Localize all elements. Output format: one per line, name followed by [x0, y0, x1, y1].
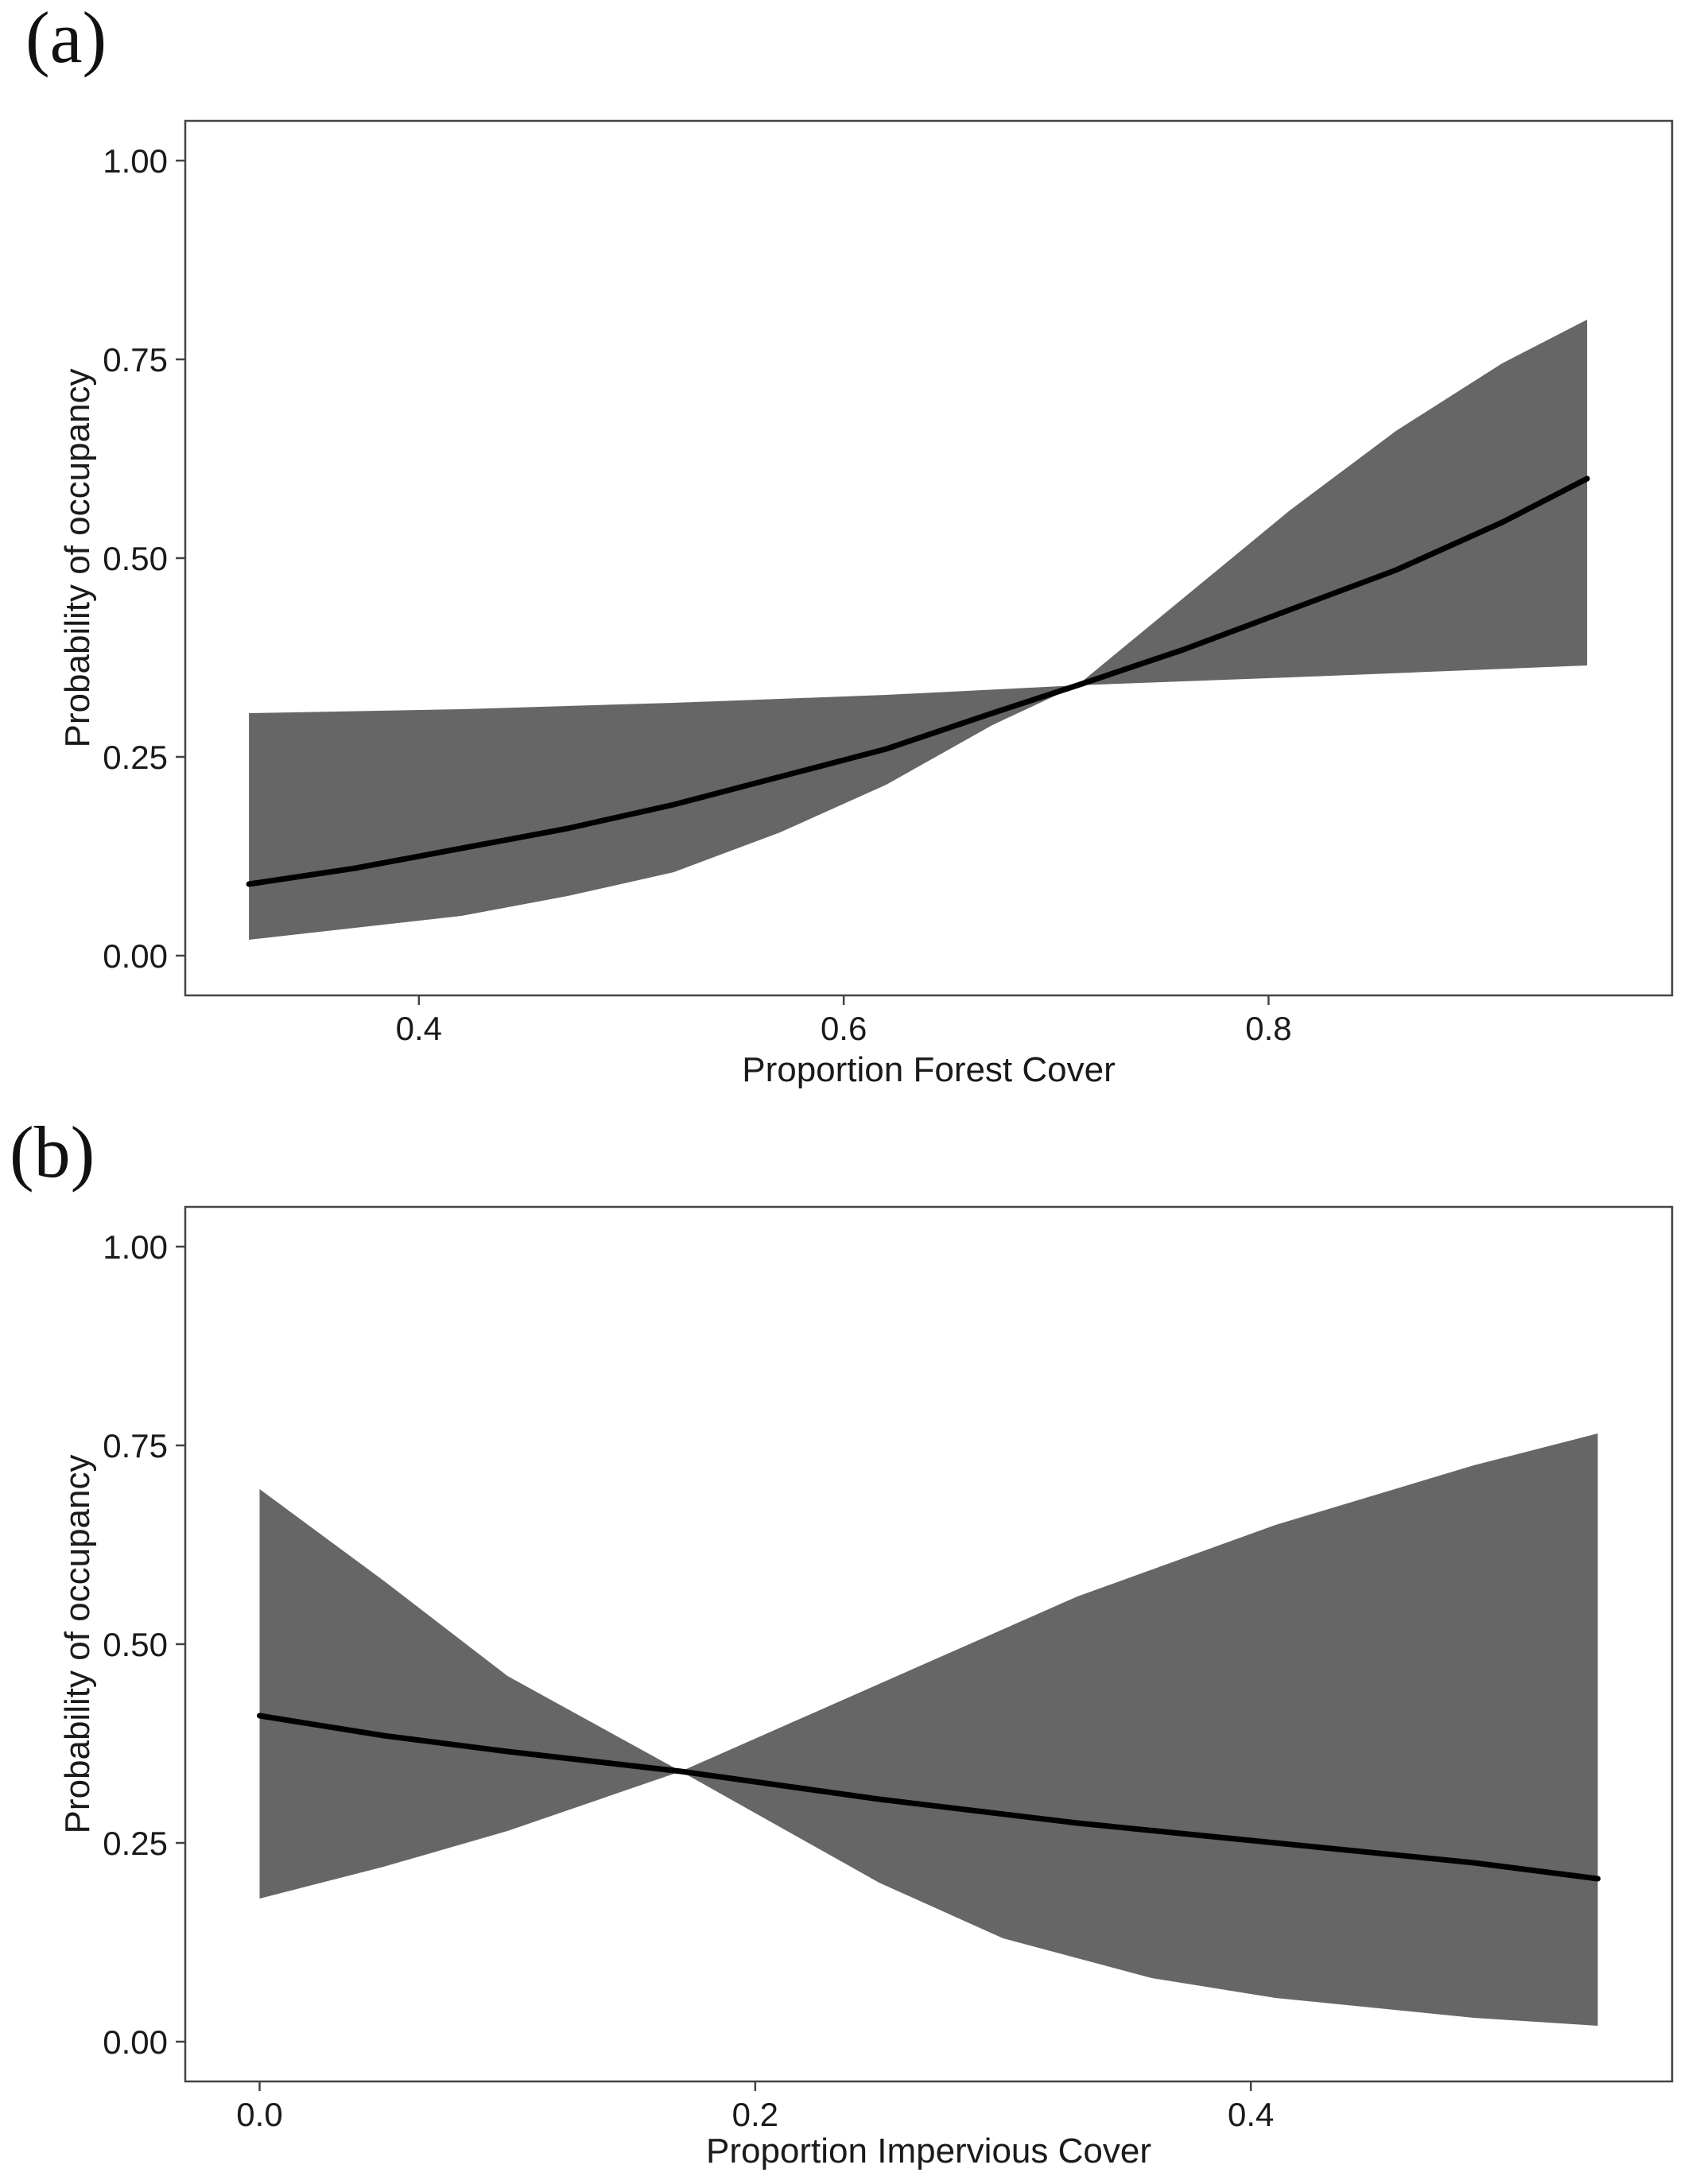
panel-a-fit-line	[246, 475, 1590, 887]
panel-b-x-tick-label: 0.4	[1228, 2096, 1274, 2133]
panel-a-x-tick-label: 0.8	[1245, 1010, 1291, 1047]
panel-a-fit-line-layer	[246, 475, 1590, 887]
panel-b-y-tick-label: 1.00	[103, 1228, 168, 1266]
panel-a-label: (a)	[25, 0, 107, 78]
panel-b-x-tick-label: 0.2	[732, 2096, 778, 2133]
panel-b: (b) 0.0 0.2 0.4 0.00 0.25 0.50 0.75 1.00 Propo…	[10, 1111, 1674, 2170]
panel-a-x-tick-label: 0.4	[396, 1010, 442, 1047]
panel-a-y-axis: 0.00 0.25 0.50 0.75 1.00	[103, 142, 185, 975]
panel-b-y-tick-label: 0.25	[103, 1825, 168, 1862]
panel-b-x-tick-label: 0.0	[236, 2096, 282, 2133]
panel-b-label: (b)	[10, 1111, 95, 1193]
panel-b-fit-line-layer	[257, 1713, 1601, 1882]
panel-a: (a) 0.4 0.6 0.8 0.00 0.25 0.50 0.75 1.00 Propo…	[25, 0, 1674, 1089]
panel-b-y-tick-label: 0.00	[103, 2023, 168, 2061]
panel-a-y-tick-label: 0.00	[103, 937, 168, 975]
panel-a-y-tick-label: 1.00	[103, 142, 168, 180]
panel-a-y-tick-label: 0.50	[103, 540, 168, 577]
panel-b-x-axis: 0.0 0.2 0.4	[236, 2081, 1274, 2133]
panel-a-x-axis-title: Proportion Forest Cover	[742, 1050, 1116, 1089]
panel-b-fit-line	[257, 1713, 1601, 1882]
panel-a-confidence-band-layer	[249, 320, 1588, 940]
panel-b-y-axis: 0.00 0.25 0.50 0.75 1.00	[103, 1228, 185, 2061]
panel-a-y-tick-label: 0.25	[103, 739, 168, 776]
panel-b-confidence-band-layer	[259, 1433, 1598, 2026]
panel-a-y-axis-title: Probability of occupancy	[58, 369, 97, 748]
panel-b-y-tick-label: 0.50	[103, 1626, 168, 1663]
panel-b-confidence-band	[259, 1433, 1598, 2026]
panel-a-y-tick-label: 0.75	[103, 341, 168, 378]
panel-a-confidence-band	[249, 320, 1588, 940]
panel-a-x-tick-label: 0.6	[821, 1010, 867, 1047]
panel-b-x-axis-title: Proportion Impervious Cover	[706, 2132, 1151, 2170]
panel-a-x-axis: 0.4 0.6 0.8	[396, 995, 1292, 1047]
panel-b-y-axis-title: Probability of occupancy	[58, 1455, 97, 1834]
panel-b-y-tick-label: 0.75	[103, 1427, 168, 1464]
